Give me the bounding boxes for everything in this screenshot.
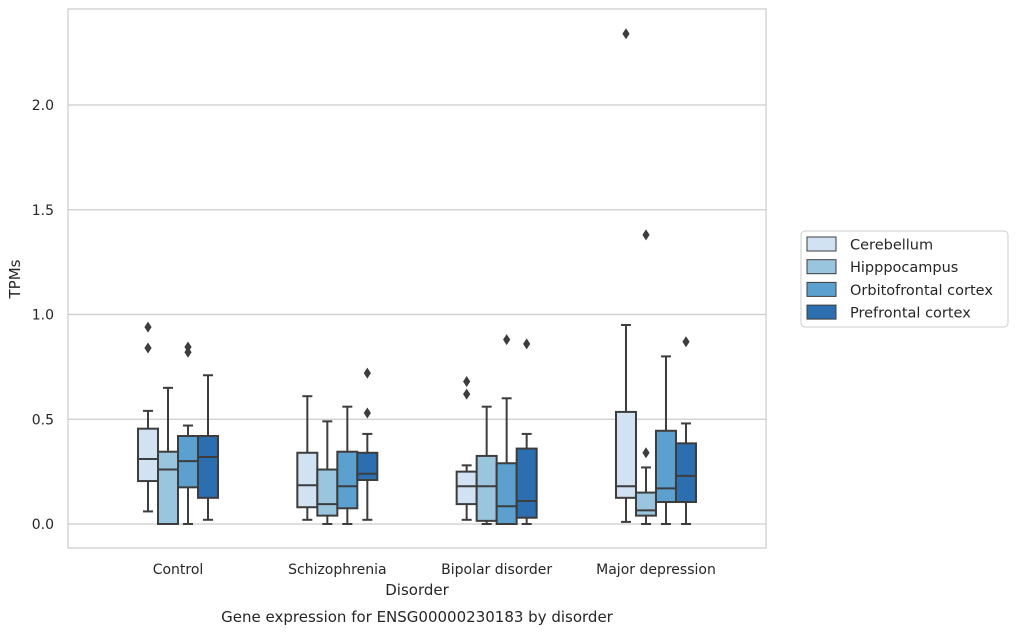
box-body	[654, 429, 677, 504]
legend-swatch	[806, 259, 837, 275]
legend-swatch	[806, 236, 837, 252]
outlier-point	[363, 407, 371, 419]
outlier-point	[184, 341, 192, 353]
box-0	[137, 321, 159, 513]
x-tick-labels: Control Schizophrenia Bipolar disorder Majo…	[153, 562, 716, 578]
box-body	[356, 451, 379, 482]
outlier-point	[622, 28, 630, 40]
y-tick-label: 2.0	[32, 98, 54, 114]
box-body	[475, 454, 498, 522]
legend-label: Hipppocampus	[850, 260, 958, 276]
legend: Cerebellum Hipppocampus Orbitofrontal cort…	[800, 230, 1009, 328]
legend-label: Cerebellum	[850, 238, 933, 254]
x-tick-label: Schizophrenia	[288, 562, 386, 578]
box-3	[634, 229, 657, 525]
box-body	[316, 468, 339, 517]
plot-frame	[67, 8, 767, 549]
box-3	[654, 355, 677, 525]
box-series-group	[137, 28, 697, 525]
box-body	[197, 435, 219, 499]
outlier-point	[463, 388, 471, 400]
y-tick-label: 0.5	[32, 412, 54, 428]
box-body	[296, 451, 319, 509]
box-body	[515, 447, 538, 519]
box-2	[475, 405, 498, 525]
box-0	[197, 374, 219, 521]
box-2	[455, 376, 478, 521]
box-1	[296, 395, 319, 521]
box-2	[495, 334, 518, 525]
box-0	[157, 386, 179, 525]
box-3	[674, 336, 697, 525]
outlier-point	[642, 447, 650, 459]
outlier-point	[682, 336, 690, 348]
x-tick-label: Control	[153, 562, 204, 578]
y-tick-label: 0.0	[32, 517, 54, 533]
box-body	[455, 470, 478, 506]
box-1	[356, 367, 379, 521]
box-1	[316, 420, 339, 525]
box-body	[495, 462, 518, 525]
box-3	[614, 28, 637, 523]
legend-label: Orbitofrontal cortex	[850, 283, 993, 299]
legend-swatch	[806, 281, 837, 297]
outlier-point	[363, 367, 371, 379]
outlier-point	[144, 321, 152, 333]
box-body	[634, 491, 657, 517]
outlier-point	[642, 229, 650, 241]
outlier-point	[144, 342, 152, 354]
box-body	[137, 427, 159, 483]
y-tick-labels: 0.0 0.5 1.0 1.5 2.0	[32, 98, 54, 533]
y-tick-label: 1.5	[32, 203, 54, 219]
box-0	[177, 341, 199, 525]
box-series-hipppocampus	[157, 229, 657, 525]
box-body	[336, 450, 359, 510]
outlier-point	[503, 334, 511, 346]
box-body	[614, 410, 637, 499]
chart-caption: Gene expression for ENSG00000230183 by d…	[221, 608, 614, 626]
y-axis-label: TPMs	[6, 259, 24, 299]
legend-frame	[800, 230, 1009, 328]
y-tick-label: 1.0	[32, 308, 54, 324]
box-series-prefrontal-cortex	[197, 336, 697, 525]
x-tick-label: Major depression	[596, 562, 716, 578]
legend-swatch	[806, 304, 837, 320]
box-body	[157, 450, 179, 525]
box-1	[336, 405, 359, 525]
x-axis-label: Disorder	[385, 581, 449, 599]
legend-label: Prefrontal cortex	[850, 306, 971, 322]
box-2	[515, 338, 538, 525]
outlier-point	[523, 338, 531, 350]
outlier-point	[463, 376, 471, 388]
box-body	[674, 442, 697, 504]
x-tick-label: Bipolar disorder	[441, 562, 552, 578]
box-series-orbitofrontal-cortex	[177, 334, 677, 525]
